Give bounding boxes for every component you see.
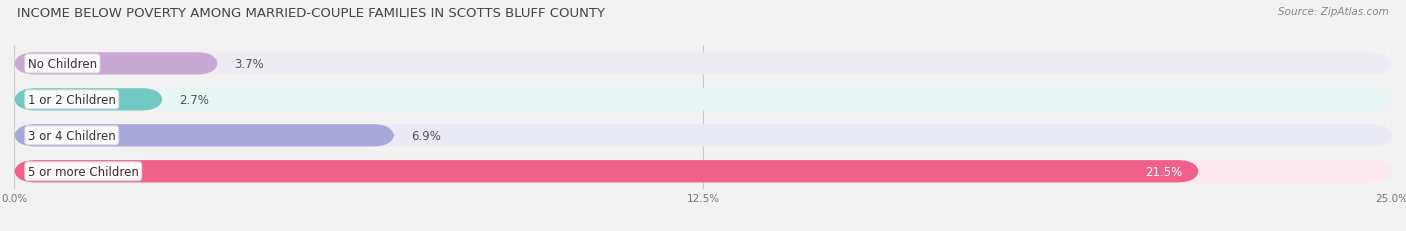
Text: INCOME BELOW POVERTY AMONG MARRIED-COUPLE FAMILIES IN SCOTTS BLUFF COUNTY: INCOME BELOW POVERTY AMONG MARRIED-COUPL… [17,7,605,20]
Text: 3.7%: 3.7% [235,58,264,71]
FancyBboxPatch shape [14,125,394,147]
FancyBboxPatch shape [14,160,1199,183]
FancyBboxPatch shape [14,160,1392,183]
Text: Source: ZipAtlas.com: Source: ZipAtlas.com [1278,7,1389,17]
Text: 2.7%: 2.7% [180,93,209,106]
FancyBboxPatch shape [14,125,1392,147]
Text: 1 or 2 Children: 1 or 2 Children [28,93,115,106]
FancyBboxPatch shape [14,53,218,75]
FancyBboxPatch shape [14,89,1392,111]
Text: 21.5%: 21.5% [1146,165,1182,178]
Text: 3 or 4 Children: 3 or 4 Children [28,129,115,142]
FancyBboxPatch shape [14,89,163,111]
Text: No Children: No Children [28,58,97,71]
Text: 5 or more Children: 5 or more Children [28,165,139,178]
FancyBboxPatch shape [14,53,1392,75]
Text: 6.9%: 6.9% [411,129,440,142]
